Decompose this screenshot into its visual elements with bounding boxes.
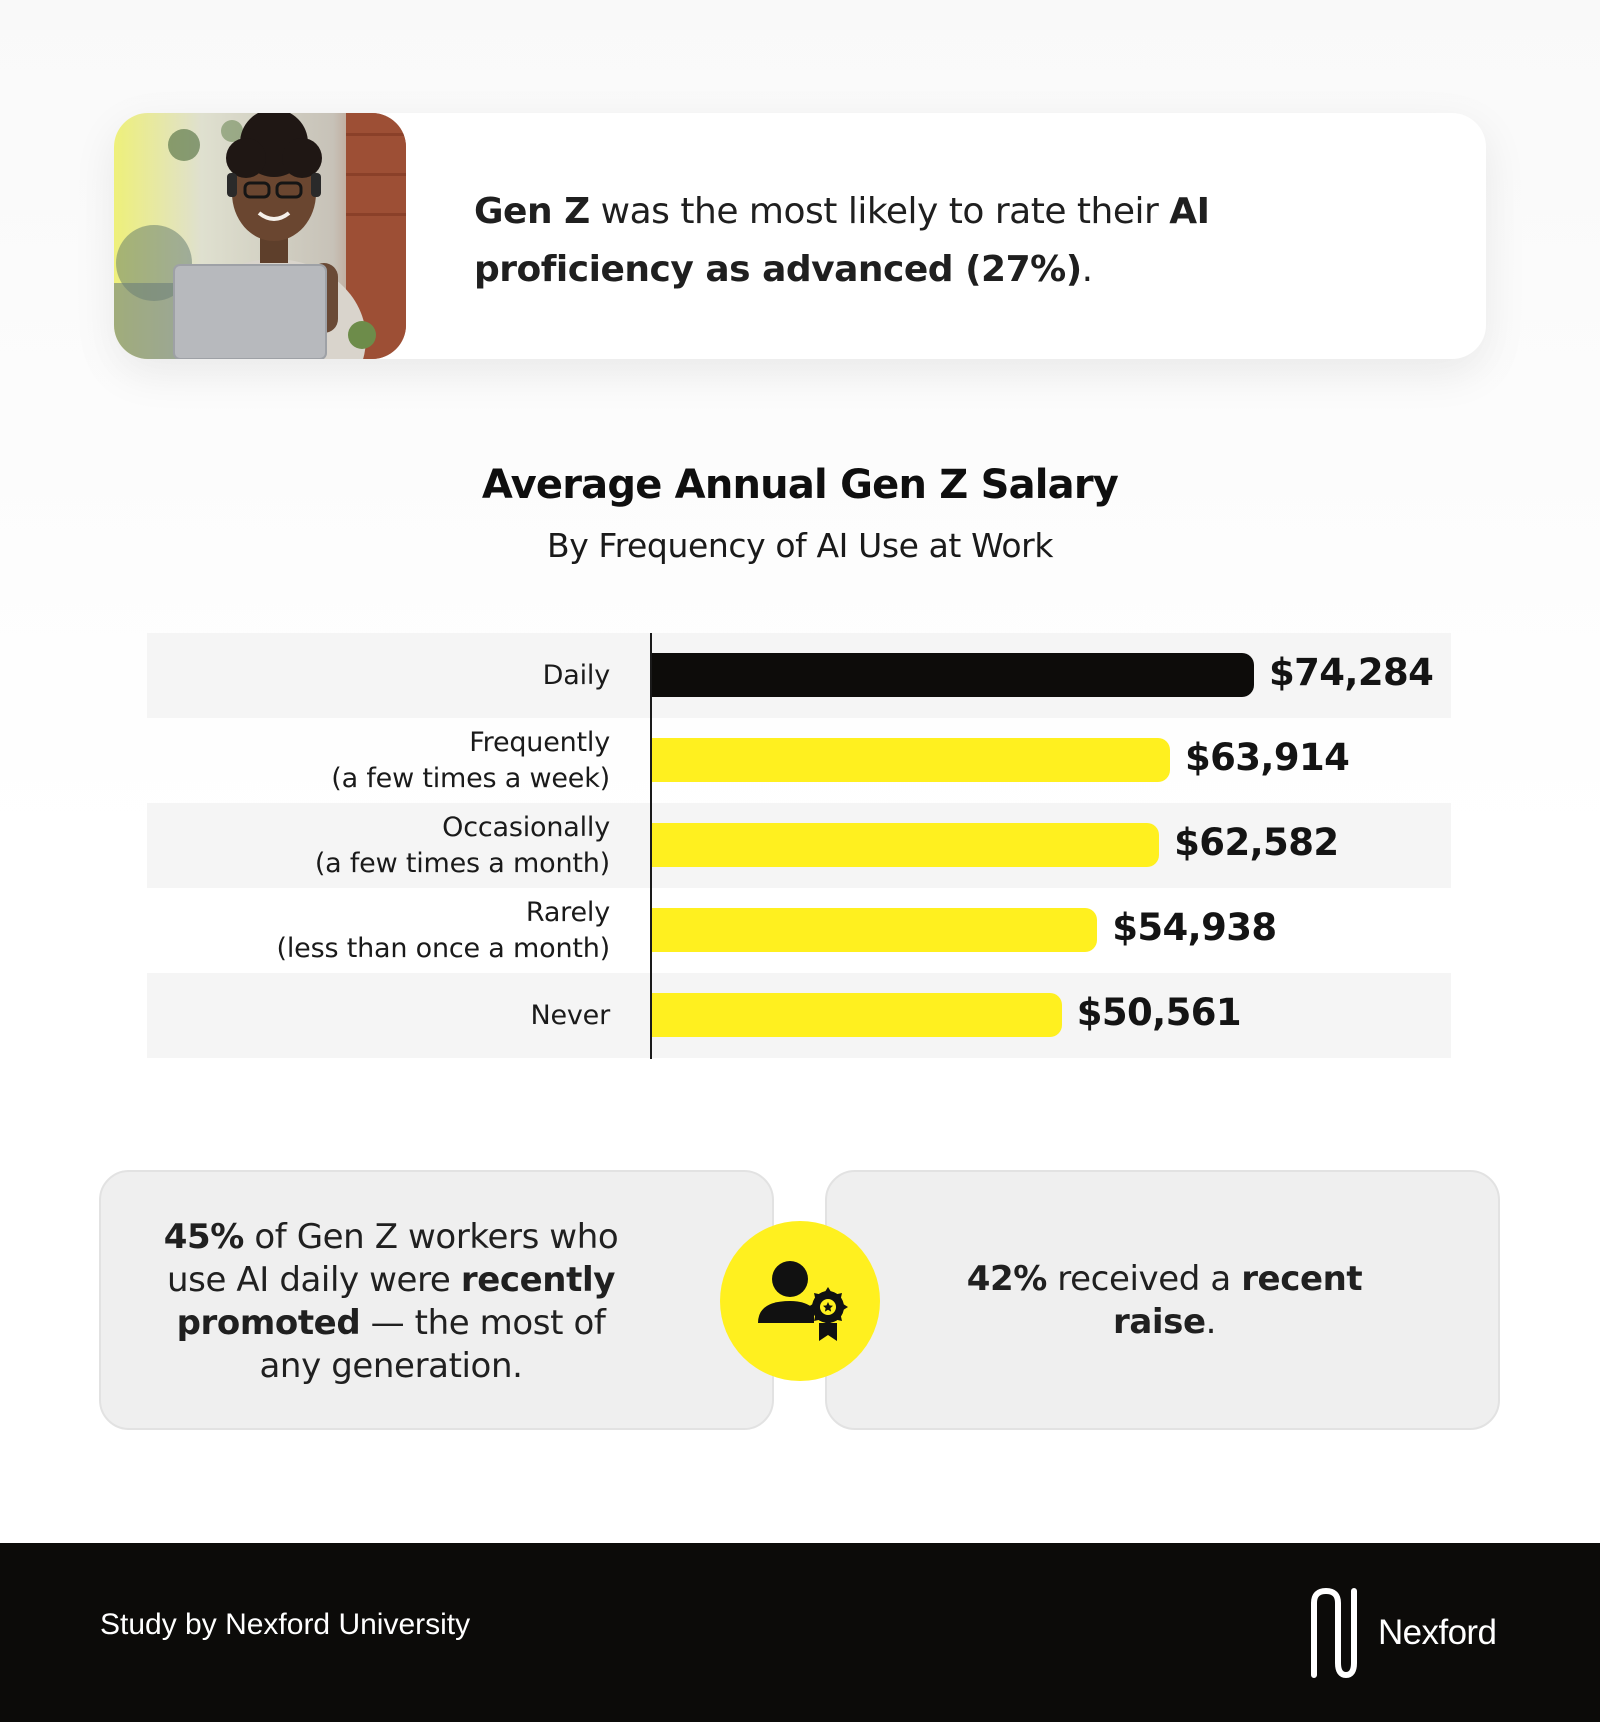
- user-award-icon: [758, 1261, 848, 1341]
- raise-stat-text: 42% received a recent raise.: [927, 1258, 1402, 1344]
- insight-card: Gen Z was the most likely to rate their …: [114, 113, 1486, 359]
- chart-title: Average Annual Gen Z Salary: [481, 462, 1119, 508]
- person-photo: [114, 113, 406, 359]
- salary-bar: [652, 823, 1160, 867]
- salary-bar: [652, 908, 1098, 952]
- raise-text-2: .: [1205, 1302, 1217, 1342]
- category-detail: (a few times a week): [331, 762, 610, 794]
- category-label: Occasionally (a few times a month): [160, 810, 610, 882]
- category-name: Never: [530, 999, 611, 1031]
- value-label: $50,561: [1076, 991, 1242, 1034]
- footer: Study by Nexford University Nexford: [0, 1543, 1600, 1722]
- promotion-highlight: recently promoted: [176, 1260, 616, 1343]
- brand-name: Nexford: [1378, 1613, 1497, 1652]
- raise-percent: 42%: [966, 1259, 1048, 1299]
- footer-credit: Study by Nexford University: [100, 1608, 471, 1641]
- insight-tail-text: .: [1081, 249, 1093, 290]
- value-label: $54,938: [1112, 906, 1277, 949]
- promotion-percent: 45%: [163, 1217, 245, 1257]
- salary-bar: [652, 738, 1170, 782]
- salary-bar-chart: Daily $74,284 Frequently (a few times a wee…: [160, 651, 1434, 1037]
- insight-lead-text: was the most likely to rate their: [589, 191, 1170, 232]
- salary-bar: [652, 653, 1254, 697]
- brand-logo: Nexford: [1310, 1587, 1505, 1679]
- value-label: $62,582: [1174, 821, 1339, 864]
- insight-tail-bold: AI proficiency as advanced (27%): [474, 191, 1210, 290]
- promotion-stat-text: 45% of Gen Z workers who use AI daily we…: [161, 1216, 621, 1388]
- salary-bar: [652, 993, 1062, 1037]
- insight-lead-bold: Gen Z: [474, 191, 590, 232]
- category-detail: (less than once a month): [276, 932, 611, 964]
- raise-text-1: received a: [1046, 1259, 1242, 1299]
- chart-axis-line: [650, 633, 652, 1059]
- category-label: Frequently (a few times a week): [160, 725, 610, 797]
- raise-highlight: recent raise: [1112, 1259, 1363, 1342]
- category-detail: (a few times a month): [314, 847, 610, 879]
- category-name: Daily: [542, 659, 611, 691]
- raise-stat-card: 42% received a recent raise.: [825, 1170, 1500, 1430]
- badge-circle: [720, 1221, 880, 1381]
- insight-text: Gen Z was the most likely to rate their …: [474, 183, 1294, 299]
- category-label: Rarely (less than once a month): [160, 895, 611, 967]
- category-name: Rarely: [525, 896, 610, 928]
- category-name: Occasionally: [442, 811, 610, 843]
- value-label: $74,284: [1269, 651, 1434, 694]
- category-label: Never: [160, 998, 611, 1034]
- promotion-text-1: of Gen Z workers who use AI daily were: [167, 1217, 619, 1300]
- promotion-text-2: — the most of any generation.: [259, 1303, 606, 1386]
- category-name: Frequently: [469, 726, 610, 758]
- chart-subtitle: By Frequency of AI Use at Work: [546, 526, 1054, 565]
- value-label: $63,914: [1184, 736, 1350, 779]
- promotion-stat-card: 45% of Gen Z workers who use AI daily we…: [99, 1170, 774, 1430]
- nexford-logo-icon: [1311, 1587, 1357, 1679]
- category-label: Daily: [160, 658, 611, 694]
